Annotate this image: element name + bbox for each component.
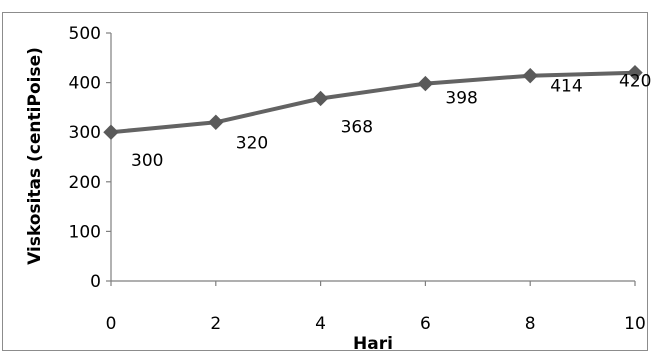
data-label: 414: [550, 77, 582, 97]
data-label: 368: [341, 117, 373, 137]
data-label: 320: [236, 133, 268, 153]
data-label: 398: [445, 89, 477, 109]
data-label: 420: [619, 72, 651, 92]
y-tick-label: 0: [90, 272, 101, 292]
x-tick-label: 0: [106, 314, 117, 334]
x-tick-label: 10: [624, 314, 646, 334]
y-tick-label: 100: [69, 222, 101, 242]
y-tick-label: 400: [69, 74, 101, 94]
x-tick-label: 6: [420, 314, 431, 334]
x-tick-label: 8: [525, 314, 536, 334]
series-line: [110, 70, 636, 135]
x-tick-label: 4: [315, 314, 326, 334]
data-point: [312, 90, 329, 107]
data-point: [522, 67, 538, 84]
data-point: [417, 75, 434, 92]
series-group: [103, 64, 643, 140]
data-point: [627, 64, 643, 81]
x-tick-label: 2: [210, 314, 221, 334]
x-axis: 0 2 4 6 8 10: [106, 280, 646, 334]
data-point: [103, 124, 119, 140]
y-axis-title: Viskositas (centiPoise): [25, 47, 45, 265]
y-tick-label: 200: [69, 173, 101, 193]
y-tick-label: 300: [69, 123, 101, 143]
data-labels: 300 320 368 398 414 420: [131, 72, 651, 172]
data-point: [208, 114, 224, 130]
y-tick-label: 500: [69, 24, 101, 44]
data-label: 300: [131, 151, 163, 171]
y-axis: 0 100 200 300 400 500: [69, 24, 112, 292]
x-axis-title: Hari: [353, 334, 393, 353]
chart-frame: [2, 12, 648, 351]
